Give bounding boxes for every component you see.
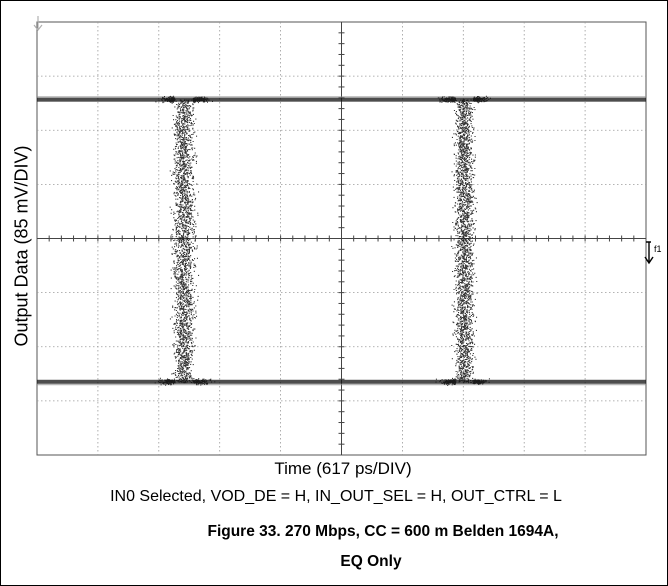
marker-label: f1	[654, 244, 662, 254]
high-level-halo	[37, 96, 646, 98]
low-level-band	[37, 379, 646, 384]
y-axis-label: Output Data (85 mV/DIV)	[11, 145, 32, 347]
eye-traces	[37, 95, 646, 387]
high-level-band	[37, 97, 646, 102]
marker-arrow-icon	[644, 241, 654, 265]
trigger-arrow-icon	[33, 16, 43, 31]
eye-crossing	[154, 95, 216, 386]
low-level-halo	[37, 383, 646, 386]
marker-layer: f1	[33, 16, 662, 265]
test-conditions: IN0 Selected, VOD_DE = H, IN_OUT_SEL = H…	[110, 488, 562, 505]
eye-crossing	[435, 95, 491, 387]
x-axis-label: Time (617 ps/DIV)	[274, 459, 412, 478]
figure-caption-line2: EQ Only	[340, 553, 402, 570]
figure-caption-line1: Figure 33. 270 Mbps, CC = 600 m Belden 1…	[207, 523, 559, 540]
